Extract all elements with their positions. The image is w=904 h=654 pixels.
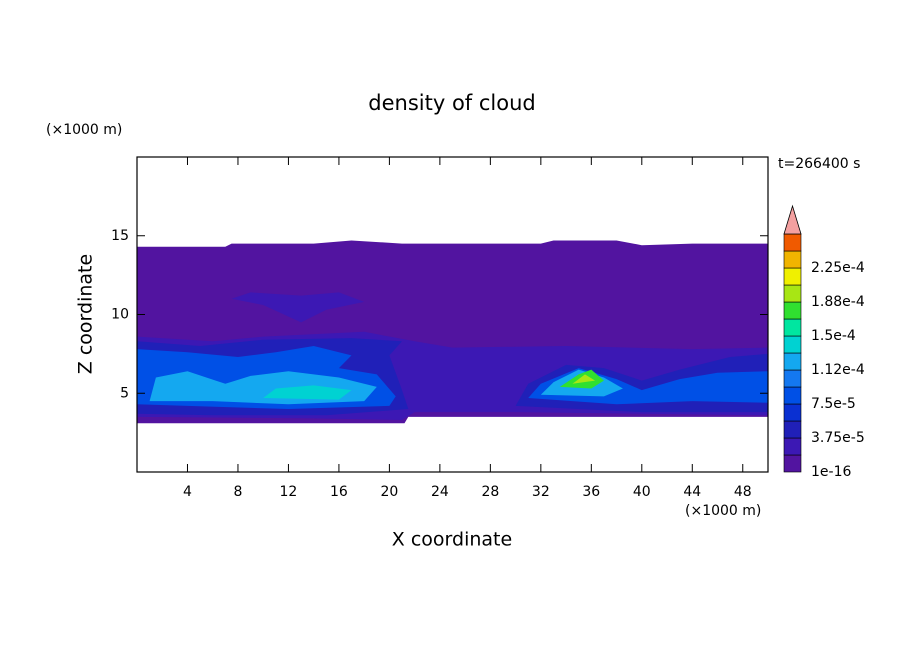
contour-band [572, 374, 596, 384]
x-tick-label: 40 [633, 484, 651, 500]
x-tick-label: 44 [683, 484, 701, 500]
colorbar-label: 3.75e-5 [811, 430, 865, 446]
colorbar-extend [783, 204, 802, 235]
y-tick-label: 15 [111, 228, 129, 244]
time-annotation: t=266400 s [778, 156, 860, 172]
colorbar-band [783, 437, 802, 456]
chart-title: density of cloud [368, 91, 535, 115]
colorbar-band [783, 267, 802, 286]
colorbar-band [783, 454, 802, 473]
x-tick-label: 24 [431, 484, 449, 500]
colorbar-band [783, 403, 802, 422]
contour-field [137, 240, 768, 424]
colorbar-band [783, 284, 802, 303]
y-tick-label: 5 [120, 385, 129, 401]
x-tick-label: 16 [330, 484, 348, 500]
x-tick-label: 8 [233, 484, 242, 500]
colorbar-band [783, 301, 802, 320]
colorbar-band [783, 233, 802, 252]
x-axis-label: X coordinate [392, 529, 512, 551]
colorbar-label: 1.12e-4 [811, 362, 865, 378]
y-tick-label: 10 [111, 307, 129, 323]
x-tick-label: 4 [183, 484, 192, 500]
colorbar-band [783, 386, 802, 405]
colorbar-band [783, 369, 802, 388]
colorbar-label: 7.5e-5 [811, 396, 856, 412]
contour-band [231, 292, 365, 323]
x-tick-label: 36 [582, 484, 600, 500]
x-tick-label: 48 [734, 484, 752, 500]
contour-band [263, 385, 352, 400]
x-tick-label: 28 [481, 484, 499, 500]
colorbar-label: 1.5e-4 [811, 328, 856, 344]
colorbar-label: 2.25e-4 [811, 260, 865, 276]
x-tick-label: 20 [380, 484, 398, 500]
y-unit: (×1000 m) [46, 122, 122, 138]
colorbar-band [783, 420, 802, 439]
colorbar-label: 1e-16 [811, 464, 851, 480]
colorbar-band [783, 250, 802, 269]
x-tick-label: 12 [280, 484, 298, 500]
x-unit: (×1000 m) [685, 503, 761, 519]
colorbar-band [783, 352, 802, 371]
colorbar-label: 1.88e-4 [811, 294, 865, 310]
y-axis-label: Z coordinate [75, 254, 97, 374]
x-tick-label: 32 [532, 484, 550, 500]
colorbar-band [783, 335, 802, 354]
colorbar-band [783, 318, 802, 337]
